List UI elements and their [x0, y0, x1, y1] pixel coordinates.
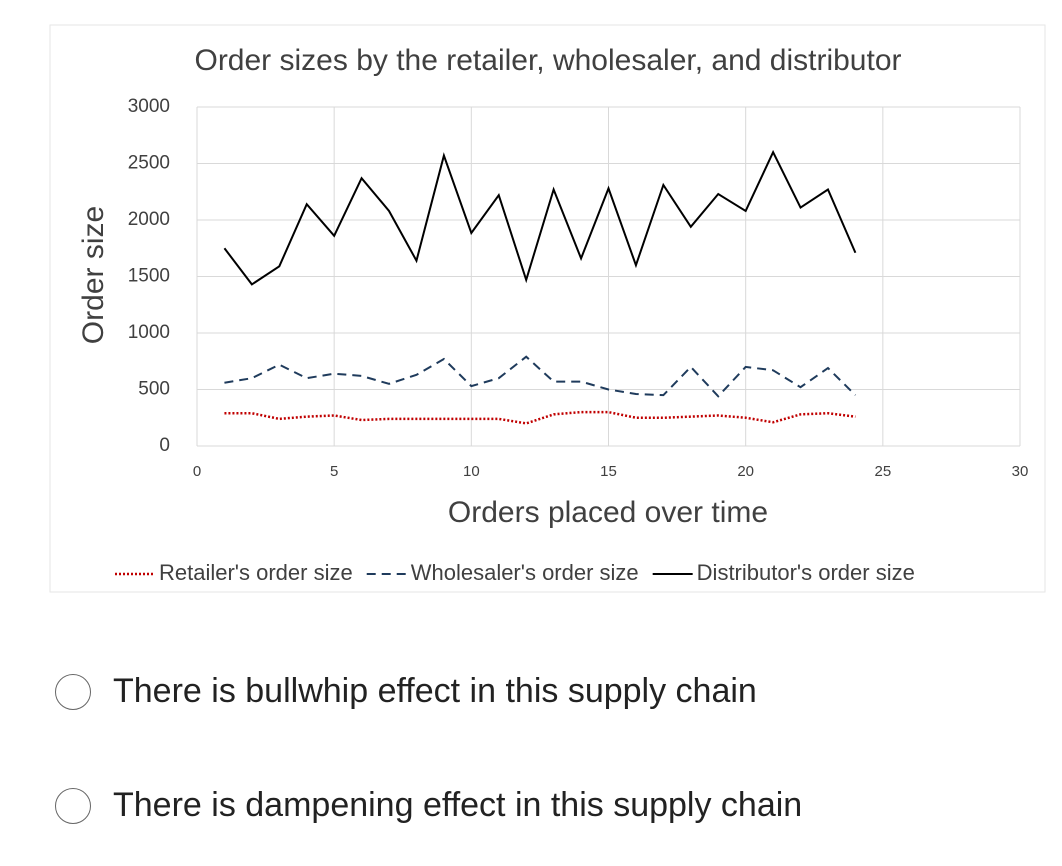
series-line [223, 149, 857, 286]
x-tick-label: 25 [874, 463, 891, 480]
option[interactable]: There is dampening effect in this supply… [55, 786, 802, 825]
chart: Order sizes by the retailer, wholesaler,… [49, 24, 1046, 593]
x-axis-title: Orders placed over time [448, 496, 768, 529]
x-tick-label: 5 [330, 463, 338, 480]
legend-label: Distributor's order size [697, 560, 915, 585]
radio-button[interactable] [55, 787, 91, 824]
y-tick-label: 1000 [128, 322, 170, 343]
option-label[interactable]: There is bullwhip effect in this supply … [113, 672, 757, 710]
legend-label: Wholesaler's order size [411, 560, 639, 585]
y-axis-title: Order size [77, 206, 110, 344]
y-tick-label: 1500 [128, 266, 170, 287]
series-line [224, 355, 857, 398]
x-tick-label: 20 [737, 463, 754, 480]
y-tick-label: 2000 [128, 209, 170, 230]
option[interactable]: There is bullwhip effect in this supply … [55, 672, 757, 711]
legend-label: Retailer's order size [159, 560, 353, 585]
chart-frame [49, 24, 1046, 593]
x-tick-label: 10 [463, 463, 480, 480]
y-tick-label: 2500 [128, 153, 170, 174]
x-tick-label: 0 [193, 463, 201, 480]
y-tick-label: 0 [159, 435, 170, 456]
chart-title: Order sizes by the retailer, wholesaler,… [194, 44, 901, 77]
radio-button[interactable] [55, 673, 91, 710]
y-tick-label: 500 [138, 379, 170, 400]
x-tick-label: 15 [600, 463, 617, 480]
y-tick-label: 3000 [128, 96, 170, 117]
x-tick-label: 30 [1012, 463, 1029, 480]
series-line [224, 410, 856, 425]
option-label[interactable]: There is dampening effect in this supply… [113, 786, 803, 824]
